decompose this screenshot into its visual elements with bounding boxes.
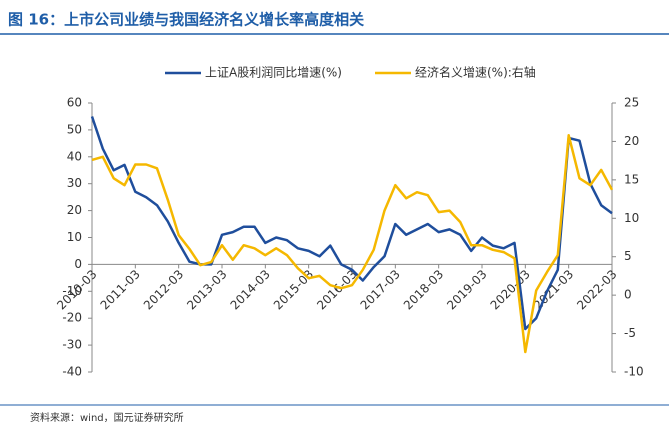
y2-tick-label: -5: [624, 326, 636, 340]
x-tick-label: 2011-03: [98, 267, 143, 312]
legend-label: 上证A股利润同比增速(%): [205, 66, 342, 80]
y2-tick-label: -10: [624, 365, 644, 379]
y-tick-label: 30: [67, 176, 82, 190]
y-tick-label: 50: [67, 122, 82, 136]
legend-label: 经济名义增速(%):右轴: [415, 65, 536, 80]
y2-tick-label: 15: [624, 172, 639, 186]
y-tick-label: 40: [67, 149, 82, 163]
y-tick-label: 10: [67, 230, 82, 244]
y-tick-label: 60: [67, 96, 82, 110]
y-tick-label: -40: [62, 365, 82, 379]
x-tick-label: 2020-03: [488, 267, 533, 312]
y2-tick-label: 5: [624, 249, 632, 263]
y-tick-label: 20: [67, 203, 82, 217]
chart-title: 图 16：上市公司业绩与我国经济名义增长率高度相关: [8, 11, 364, 29]
x-tick-label: 2012-03: [141, 267, 186, 312]
x-tick-label: 2010-03: [54, 267, 99, 312]
x-tick-label: 2022-03: [574, 267, 619, 312]
y2-tick-label: 20: [624, 134, 639, 148]
series-line: [91, 134, 614, 354]
x-tick-label: 2013-03: [184, 267, 229, 312]
series-line: [90, 116, 613, 331]
y2-tick-label: 0: [624, 288, 632, 302]
y-tick-label: -30: [62, 338, 82, 352]
y2-tick-label: 25: [624, 96, 639, 110]
source-note: 资料来源：wind，国元证券研究所: [30, 411, 184, 424]
x-tick-label: 2018-03: [401, 267, 446, 312]
x-tick-label: 2014-03: [228, 267, 273, 312]
y-tick-label: -20: [62, 311, 82, 325]
y-tick-label: 0: [74, 257, 82, 271]
x-tick-label: 2017-03: [358, 267, 403, 312]
y-tick-label: -10: [62, 284, 82, 298]
y2-tick-label: 10: [624, 211, 639, 225]
x-tick-label: 2016-03: [314, 267, 359, 312]
x-tick-label: 2015-03: [271, 267, 316, 312]
x-tick-label: 2019-03: [444, 267, 489, 312]
